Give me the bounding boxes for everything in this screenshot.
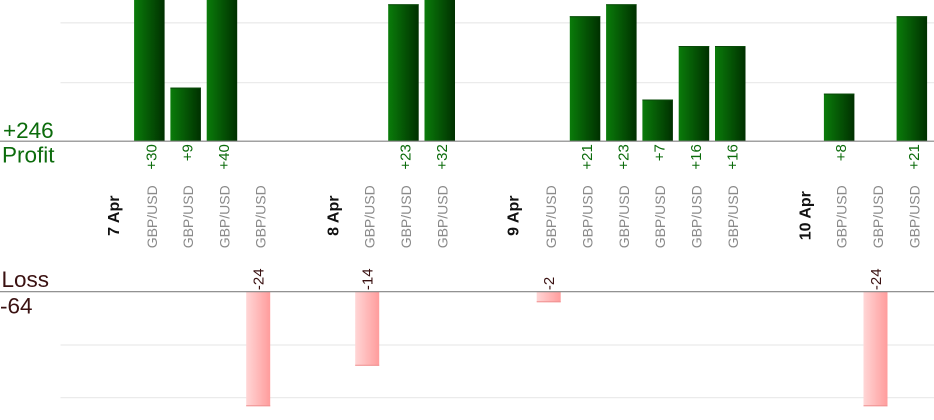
svg-text:+40: +40 [216,144,233,169]
svg-text:+23: +23 [615,144,632,169]
svg-text:+30: +30 [143,144,160,169]
svg-text:9 Apr: 9 Apr [505,196,522,236]
svg-text:-2: -2 [541,277,558,290]
svg-text:+246: +246 [3,118,54,143]
svg-text:GBP/USD: GBP/USD [144,185,160,248]
svg-text:+21: +21 [579,144,596,169]
svg-text:-24: -24 [868,268,885,290]
svg-text:-24: -24 [251,268,268,290]
svg-text:+32: +32 [434,144,451,169]
svg-text:GBP/USD: GBP/USD [834,185,850,248]
svg-text:GBP/USD: GBP/USD [543,185,559,248]
svg-text:+23: +23 [398,144,415,169]
svg-text:+16: +16 [688,144,705,169]
svg-text:GBP/USD: GBP/USD [689,185,705,248]
svg-text:7 Apr: 7 Apr [106,196,123,236]
svg-text:GBP/USD: GBP/USD [725,185,741,248]
svg-text:GBP/USD: GBP/USD [906,185,922,248]
svg-text:GBP/USD: GBP/USD [398,185,414,248]
svg-text:GBP/USD: GBP/USD [616,185,632,248]
svg-text:GBP/USD: GBP/USD [652,185,668,248]
svg-text:+7: +7 [652,144,669,161]
svg-text:Loss: Loss [2,267,50,292]
svg-text:+8: +8 [833,144,850,161]
svg-text:Profit: Profit [2,142,55,167]
svg-text:10 Apr: 10 Apr [797,191,814,240]
svg-text:-14: -14 [360,268,377,290]
svg-text:GBP/USD: GBP/USD [434,185,450,248]
svg-text:GBP/USD: GBP/USD [580,185,596,248]
svg-text:+21: +21 [906,144,923,169]
svg-text:GBP/USD: GBP/USD [870,185,886,248]
svg-text:GBP/USD: GBP/USD [216,185,232,248]
svg-text:-64: -64 [0,294,33,319]
svg-text:GBP/USD: GBP/USD [180,185,196,248]
svg-text:GBP/USD: GBP/USD [253,185,269,248]
svg-text:+9: +9 [180,144,197,161]
svg-text:8 Apr: 8 Apr [325,196,342,236]
svg-text:+16: +16 [724,144,741,169]
svg-text:GBP/USD: GBP/USD [362,185,378,248]
